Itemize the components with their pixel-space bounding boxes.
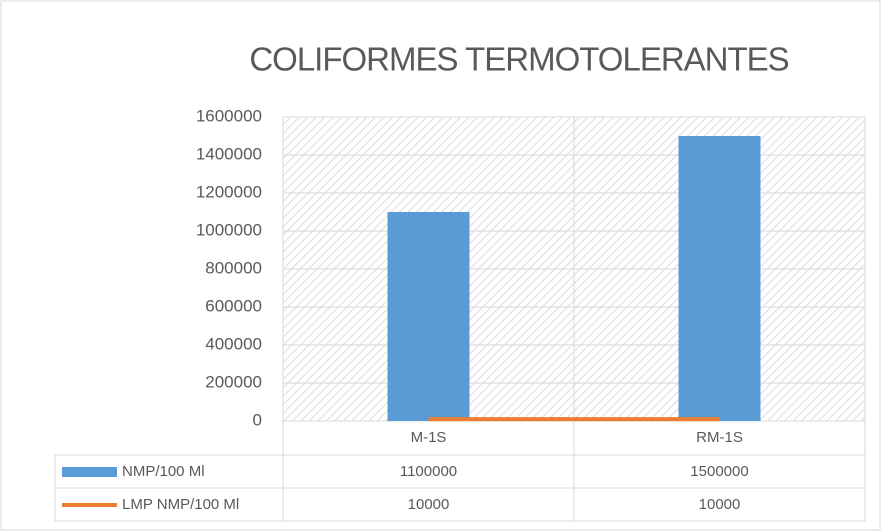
y-tick-label: 400000	[205, 334, 262, 353]
y-tick-label: 600000	[205, 296, 262, 315]
y-tick-label: 1400000	[196, 144, 262, 163]
y-tick-label: 0	[253, 410, 262, 429]
y-tick-label: 200000	[205, 372, 262, 391]
x-tick-label: RM-1S	[696, 429, 743, 446]
table-value: 1100000	[400, 463, 457, 480]
table-value: 1500000	[690, 463, 748, 480]
legend-label: LMP NMP/100 Ml	[122, 496, 239, 513]
table-value: 10000	[408, 496, 450, 513]
legend-key	[62, 467, 117, 477]
data-table	[54, 117, 866, 522]
y-tick-label: 1000000	[196, 220, 262, 239]
x-tick-label: M-1S	[411, 429, 447, 446]
bar	[387, 212, 470, 421]
y-tick-label: 800000	[205, 258, 262, 277]
table-value: 10000	[699, 496, 741, 513]
y-tick-label: 1200000	[196, 182, 262, 201]
legend-label: NMP/100 Ml	[122, 463, 205, 480]
bar	[678, 136, 761, 421]
y-tick-label: 1600000	[196, 106, 262, 125]
chart-title: COLIFORMES TERMOTOLERANTES	[249, 41, 788, 78]
